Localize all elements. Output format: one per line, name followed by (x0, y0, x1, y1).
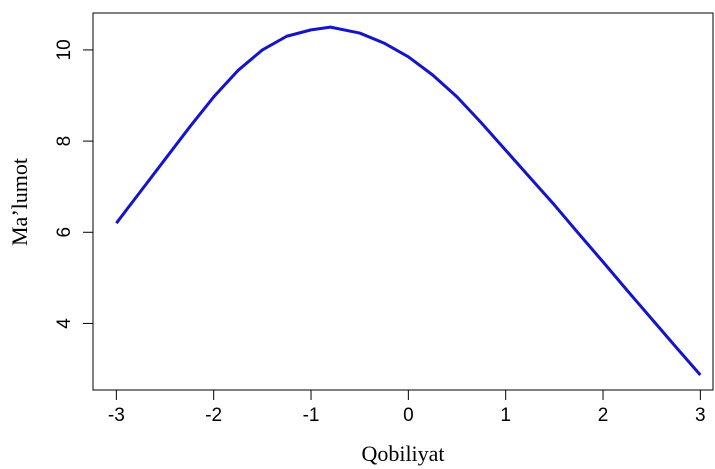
x-tick-label: 2 (598, 405, 609, 426)
y-tick-label: 6 (54, 227, 75, 238)
x-tick-label: 1 (500, 405, 511, 426)
y-tick-label: 10 (54, 39, 75, 60)
y-axis-label: Ma’lumot (7, 158, 32, 246)
x-tick-label: -1 (303, 405, 320, 426)
x-tick-label: -2 (205, 405, 222, 426)
x-tick-label: -3 (108, 405, 125, 426)
line (115, 25, 702, 376)
x-tick-label: 0 (403, 405, 414, 426)
y-tick-label: 8 (54, 136, 75, 147)
y-tick-label: 4 (54, 318, 75, 329)
x-tick-label: 3 (695, 405, 706, 426)
plot-frame (92, 12, 714, 391)
x-axis-label: Qobiliyat (361, 441, 444, 466)
